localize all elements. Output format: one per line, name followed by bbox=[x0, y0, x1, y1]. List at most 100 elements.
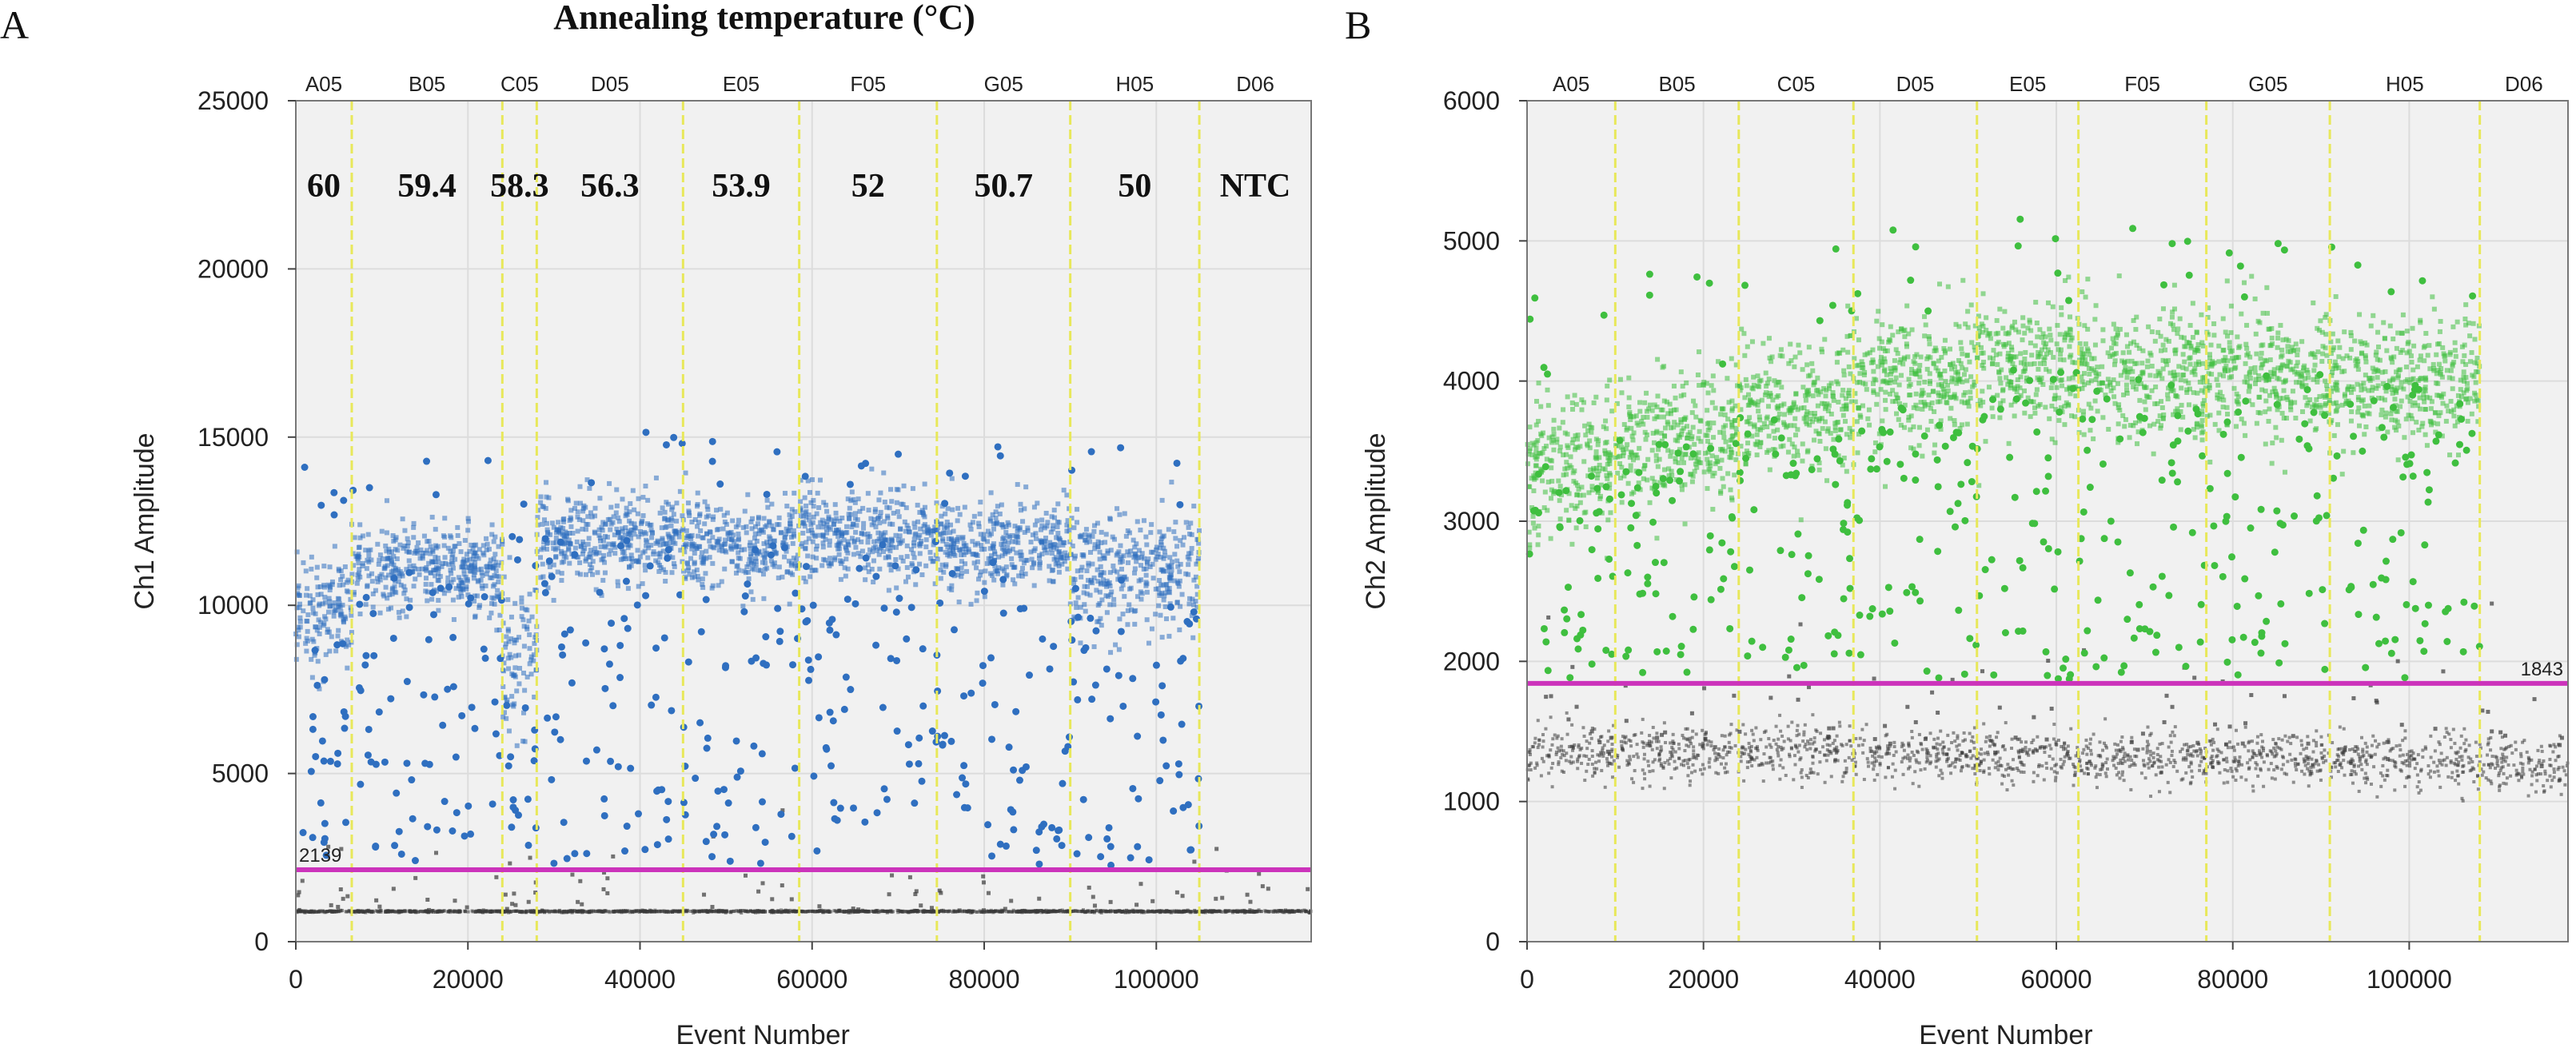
positive-droplet bbox=[663, 815, 671, 823]
positive-droplet bbox=[1051, 556, 1057, 562]
negative-droplet bbox=[1581, 726, 1585, 730]
positive-droplet bbox=[1051, 544, 1057, 550]
positive-droplet bbox=[377, 552, 383, 558]
negative-droplet bbox=[674, 909, 678, 913]
negative-droplet bbox=[856, 907, 861, 912]
positive-droplet bbox=[552, 713, 560, 721]
positive-droplet bbox=[1127, 552, 1132, 558]
negative-droplet bbox=[1528, 747, 1532, 751]
negative-droplet bbox=[816, 909, 820, 913]
positive-droplet bbox=[621, 549, 627, 555]
positive-droplet bbox=[821, 521, 827, 527]
positive-droplet bbox=[1166, 527, 1171, 532]
negative-droplet bbox=[1152, 910, 1156, 914]
positive-droplet bbox=[752, 531, 758, 536]
negative-droplet bbox=[1587, 757, 1591, 761]
positive-droplet bbox=[962, 780, 970, 788]
positive-droplet bbox=[664, 554, 672, 562]
positive-droplet bbox=[787, 512, 792, 517]
positive-droplet bbox=[1122, 594, 1127, 600]
positive-droplet bbox=[664, 798, 672, 806]
negative-droplet bbox=[1072, 909, 1076, 913]
negative-droplet bbox=[391, 910, 395, 914]
negative-droplet bbox=[1657, 753, 1661, 757]
positive-droplet bbox=[1156, 777, 1164, 785]
positive-droplet bbox=[989, 559, 997, 567]
negative-droplet bbox=[1648, 770, 1652, 774]
positive-droplet bbox=[670, 433, 678, 441]
positive-droplet bbox=[1161, 568, 1166, 574]
positive-droplet bbox=[697, 628, 705, 636]
negative-droplet bbox=[1208, 910, 1212, 914]
positive-droplet bbox=[878, 535, 883, 540]
negative-droplet bbox=[1588, 741, 1592, 745]
positive-droplet bbox=[433, 588, 439, 594]
positive-droplet bbox=[551, 597, 556, 603]
positive-droplet bbox=[624, 624, 632, 632]
positive-droplet bbox=[489, 522, 495, 528]
positive-droplet bbox=[919, 645, 927, 653]
positive-droplet bbox=[863, 565, 868, 571]
positive-droplet bbox=[1120, 582, 1126, 588]
positive-droplet bbox=[1055, 560, 1061, 566]
positive-droplet bbox=[333, 760, 341, 768]
positive-droplet bbox=[847, 686, 855, 694]
positive-droplet bbox=[978, 569, 983, 575]
positive-droplet bbox=[774, 604, 782, 612]
positive-droplet bbox=[819, 524, 825, 530]
positive-droplet bbox=[777, 811, 785, 819]
negative-droplet bbox=[1714, 755, 1718, 759]
positive-droplet bbox=[429, 611, 437, 619]
positive-droplet bbox=[876, 552, 882, 557]
positive-droplet bbox=[888, 542, 894, 548]
positive-droplet bbox=[532, 640, 537, 646]
negative-droplet bbox=[540, 909, 544, 913]
positive-droplet bbox=[840, 705, 848, 713]
positive-droplet bbox=[939, 504, 945, 509]
negative-droplet bbox=[1635, 743, 1639, 747]
negative-droplet bbox=[1306, 911, 1310, 915]
positive-droplet bbox=[576, 555, 581, 560]
negative-droplet bbox=[1610, 747, 1614, 751]
negative-droplet bbox=[1180, 894, 1185, 899]
negative-droplet bbox=[784, 909, 788, 913]
positive-droplet bbox=[1154, 544, 1159, 550]
negative-droplet bbox=[1214, 909, 1218, 913]
positive-droplet bbox=[904, 564, 910, 570]
positive-droplet bbox=[849, 524, 855, 530]
positive-droplet bbox=[1061, 540, 1067, 545]
positive-droplet bbox=[475, 579, 481, 584]
positive-droplet bbox=[1119, 566, 1124, 572]
positive-droplet bbox=[642, 530, 648, 536]
negative-droplet bbox=[634, 909, 638, 913]
positive-droplet bbox=[360, 533, 365, 539]
positive-droplet bbox=[526, 618, 532, 624]
negative-droplet bbox=[466, 910, 470, 914]
positive-droplet bbox=[1055, 826, 1063, 834]
positive-droplet bbox=[1022, 763, 1030, 771]
negative-droplet bbox=[1582, 754, 1586, 758]
positive-droplet bbox=[869, 466, 875, 472]
positive-droplet bbox=[575, 528, 580, 534]
positive-droplet bbox=[327, 604, 333, 609]
positive-droplet bbox=[432, 568, 437, 573]
positive-droplet bbox=[648, 701, 656, 709]
positive-droplet bbox=[332, 544, 337, 549]
positive-droplet bbox=[1057, 536, 1063, 542]
positive-droplet bbox=[528, 671, 534, 677]
positive-droplet bbox=[678, 548, 684, 553]
positive-droplet bbox=[455, 532, 461, 538]
positive-droplet bbox=[577, 560, 583, 565]
positive-droplet bbox=[889, 538, 895, 544]
positive-droplet bbox=[794, 557, 800, 563]
positive-droplet bbox=[729, 559, 735, 564]
negative-droplet bbox=[1688, 739, 1692, 743]
positive-droplet bbox=[887, 548, 893, 554]
positive-droplet bbox=[361, 661, 369, 669]
negative-droplet bbox=[1571, 760, 1575, 764]
positive-droplet bbox=[1098, 572, 1103, 578]
positive-droplet bbox=[696, 533, 701, 539]
positive-droplet bbox=[436, 560, 441, 565]
positive-droplet bbox=[1048, 823, 1056, 831]
negative-droplet bbox=[1686, 774, 1690, 778]
